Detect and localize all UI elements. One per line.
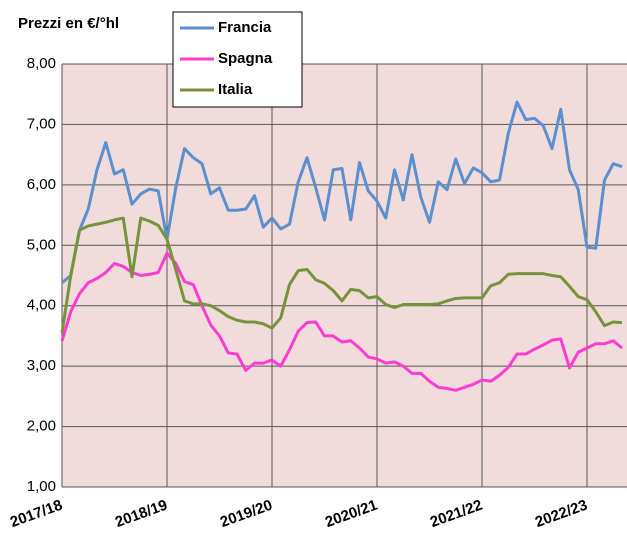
y-axis-label: Prezzi en €/°hl (18, 15, 119, 32)
x-tick-label: 2020/21 (323, 497, 380, 532)
series-line (60, 251, 623, 392)
x-tick-label: 2018/19 (113, 497, 170, 532)
series-line (61, 100, 623, 284)
y-tick-label: 5,00 (27, 236, 56, 253)
y-tick-label: 4,00 (27, 297, 56, 314)
legend-label: Francia (218, 19, 272, 36)
y-tick-label: 3,00 (27, 357, 56, 374)
x-tick-label: 2022/23 (533, 497, 590, 532)
x-tick-label: 2021/22 (428, 497, 485, 532)
legend-label: Italia (218, 81, 253, 98)
y-tick-label: 7,00 (27, 115, 56, 132)
plot-area (62, 64, 627, 487)
legend-label: Spagna (218, 50, 273, 67)
x-tick-label: 2017/18 (8, 497, 65, 532)
y-tick-label: 1,00 (27, 478, 56, 495)
y-tick-label: 6,00 (27, 176, 56, 193)
x-tick-label: 2019/20 (218, 497, 275, 532)
series-line (60, 216, 623, 334)
y-tick-label: 2,00 (27, 418, 56, 435)
y-tick-label: 8,00 (27, 55, 56, 72)
